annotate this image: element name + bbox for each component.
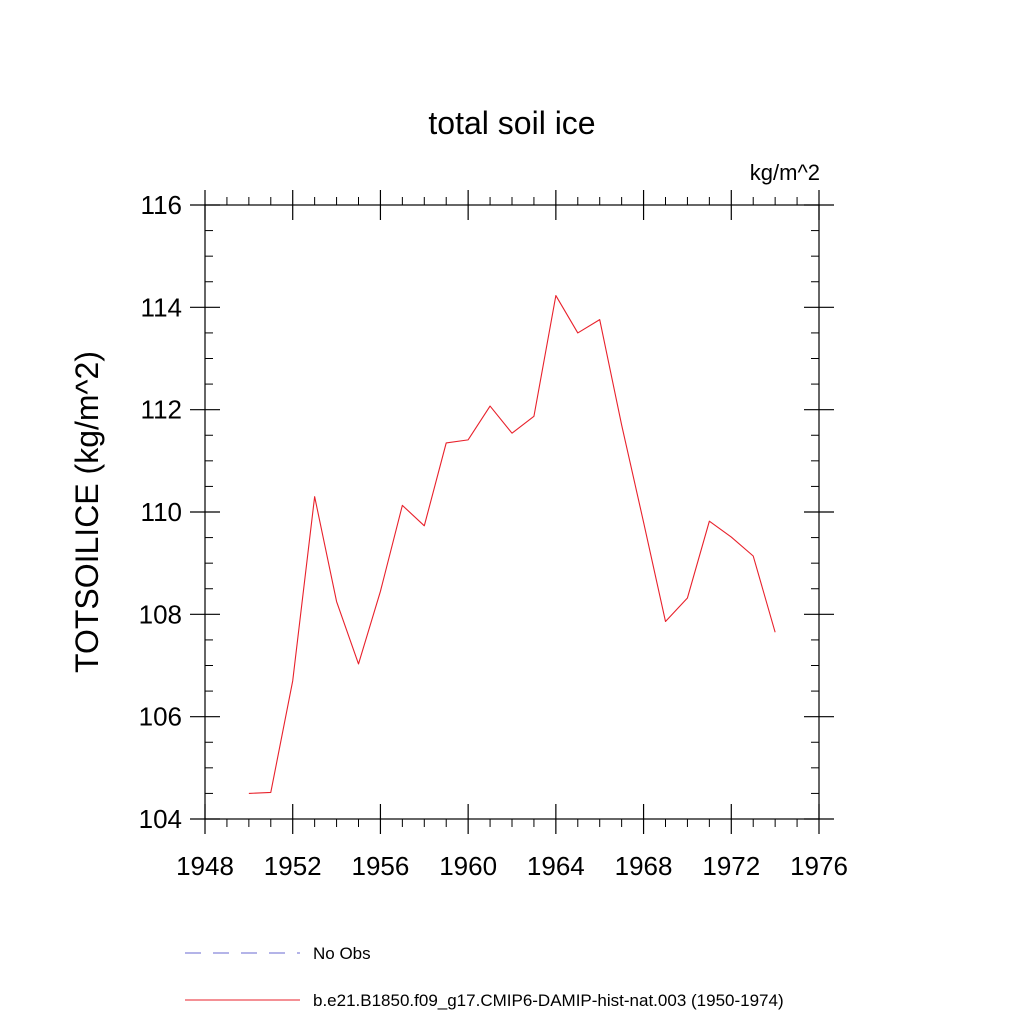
x-tick-label: 1972 [702,851,760,881]
y-tick-label: 112 [141,395,182,425]
x-tick-label: 1976 [790,851,848,881]
y-tick-label: 108 [139,599,182,629]
units-label: kg/m^2 [750,160,820,185]
legend: No Obs b.e21.B1850.f09_g17.CMIP6-DAMIP-h… [185,944,784,1010]
x-minor-ticks [226,197,798,827]
y-tick-label: 110 [141,497,182,527]
x-tick-labels: 1948 1952 1956 1960 1964 1968 1972 1976 [176,851,848,881]
y-tick-label: 104 [139,804,182,834]
series-layer [248,295,776,794]
y-tick-label: 114 [141,292,182,322]
x-tick-label: 1964 [527,851,585,881]
x-tick-label: 1960 [439,851,497,881]
y-tick-labels: 104 106 108 110 112 114 116 [139,190,182,834]
y-minor-ticks [205,230,819,794]
y-major-ticks [190,204,834,820]
plot-frame [204,204,820,820]
series-line [248,295,776,794]
y-tick-label: 106 [139,702,182,732]
x-tick-label: 1948 [176,851,234,881]
y-tick-label: 116 [141,190,182,220]
x-major-ticks [204,190,820,834]
legend-label-no-obs: No Obs [313,944,371,963]
x-tick-label: 1952 [264,851,322,881]
legend-label-model: b.e21.B1850.f09_g17.CMIP6-DAMIP-hist-nat… [313,991,784,1010]
x-tick-label: 1968 [615,851,673,881]
x-tick-label: 1956 [352,851,410,881]
chart-title: total soil ice [428,105,595,141]
y-axis-label: TOTSOILICE (kg/m^2) [69,351,105,673]
